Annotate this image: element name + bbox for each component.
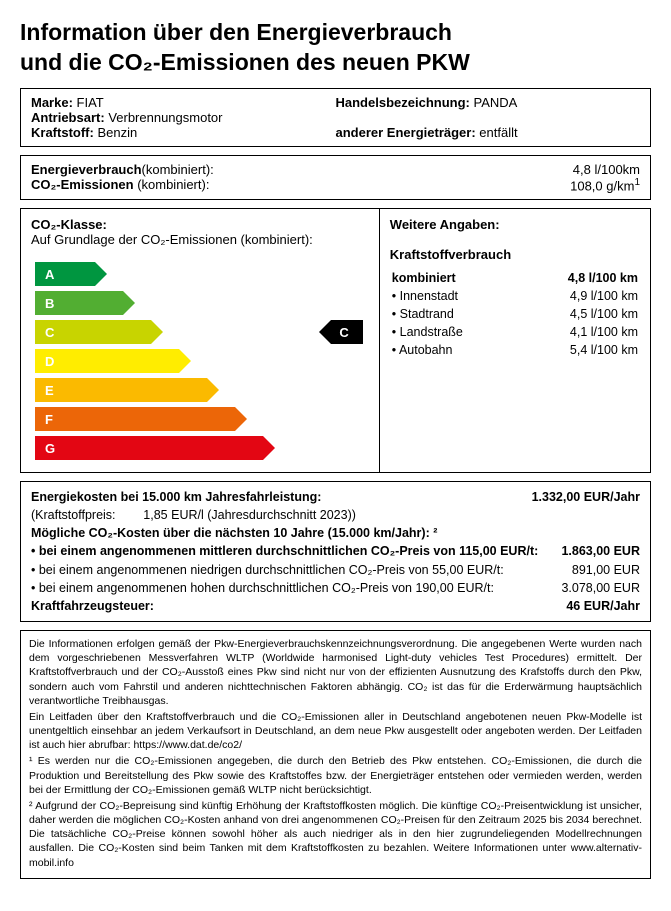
title-line-2: und die CO₂-Emissionen des neuen PKW	[20, 49, 470, 75]
energy-row-e: E	[35, 377, 369, 403]
verbrauch-label: Energieverbrauch	[31, 162, 142, 177]
energy-cost-value: 1.332,00 EUR/Jahr	[532, 488, 640, 506]
co2cost-label: Mögliche CO₂-Kosten über die nächsten 10…	[31, 524, 437, 542]
energy-bar-d: D	[35, 349, 179, 373]
energy-bar-b: B	[35, 291, 123, 315]
energy-row-c: CC	[35, 319, 369, 345]
co2-footnote: 1	[634, 177, 640, 188]
energy-row-b: B	[35, 290, 369, 316]
consumption-label: • Stadtrand	[392, 306, 515, 322]
energy-chart: ABCCDEFG	[35, 261, 369, 461]
anderer-label: anderer Energieträger:	[336, 125, 476, 140]
consumption-row: kombiniert4,8 l/100 km	[392, 270, 638, 286]
handels-value: PANDA	[473, 95, 517, 110]
kraftstoff-value: Benzin	[97, 125, 137, 140]
verbrauch-suffix: (kombiniert):	[142, 162, 214, 177]
fineprint-paragraph: ² Aufgrund der CO₂-Bepreisung sind künft…	[29, 799, 642, 870]
weitere-box: Weitere Angaben: Kraftstoffverbrauch kom…	[380, 208, 651, 473]
energy-row-d: D	[35, 348, 369, 374]
weitere-title: Weitere Angaben:	[390, 217, 640, 232]
low-value: 891,00 EUR	[572, 561, 640, 579]
class-and-details: CO₂-Klasse: Auf Grundlage der CO₂-Emissi…	[20, 208, 651, 473]
co2-suffix: (kombiniert):	[134, 177, 210, 192]
verbrauch-value: 4,8 l/100km	[336, 162, 641, 177]
consumption-value: 5,4 l/100 km	[517, 342, 638, 358]
energy-bar-a: A	[35, 262, 95, 286]
mid-value: 1.863,00 EUR	[561, 542, 640, 560]
marke-value: FIAT	[77, 95, 104, 110]
low-label: • bei einem angenommenen niedrigen durch…	[31, 561, 504, 579]
energy-cost-label: Energiekosten bei 15.000 km Jahresfahrle…	[31, 488, 321, 506]
kraftstoff-label: Kraftstoff:	[31, 125, 94, 140]
consumption-row: • Stadtrand4,5 l/100 km	[392, 306, 638, 322]
consumption-label: • Autobahn	[392, 342, 515, 358]
consumption-row: • Landstraße4,1 l/100 km	[392, 324, 638, 340]
energy-pointer: C	[331, 320, 362, 344]
vehicle-box: Marke: FIAT Handelsbezeichnung: PANDA An…	[20, 88, 651, 147]
consumption-value: 4,5 l/100 km	[517, 306, 638, 322]
high-value: 3.078,00 EUR	[561, 579, 640, 597]
consumption-value: 4,8 l/100 km	[517, 270, 638, 286]
high-label: • bei einem angenommenen hohen durchschn…	[31, 579, 494, 597]
fineprint-paragraph: Ein Leitfaden über den Kraftstoffverbrau…	[29, 710, 642, 753]
consumption-row: • Innenstadt4,9 l/100 km	[392, 288, 638, 304]
tax-label: Kraftfahrzeugsteuer:	[31, 597, 154, 615]
consumption-value: 4,1 l/100 km	[517, 324, 638, 340]
consumption-summary-box: Energieverbrauch(kombiniert): 4,8 l/100k…	[20, 155, 651, 200]
consumption-label: kombiniert	[392, 270, 515, 286]
fineprint-paragraph: ¹ Es werden nur die CO₂-Emissionen angeg…	[29, 754, 642, 797]
costs-box: Energiekosten bei 15.000 km Jahresfahrle…	[20, 481, 651, 622]
tax-value: 46 EUR/Jahr	[566, 597, 640, 615]
mid-label: • bei einem angenommenen mittleren durch…	[31, 542, 538, 560]
energy-row-g: G	[35, 435, 369, 461]
consumption-table: kombiniert4,8 l/100 km• Innenstadt4,9 l/…	[390, 268, 640, 360]
consumption-row: • Autobahn5,4 l/100 km	[392, 342, 638, 358]
handels-label: Handelsbezeichnung:	[336, 95, 470, 110]
co2-label: CO₂-Emissionen	[31, 177, 134, 192]
fuelprice: (Kraftstoffpreis: 1,85 EUR/l (Jahresdurc…	[31, 506, 356, 524]
antrieb-label: Antriebsart:	[31, 110, 105, 125]
consumption-label: • Landstraße	[392, 324, 515, 340]
co2-class-title: CO₂-Klasse:	[31, 217, 369, 232]
co2-class-subtitle: Auf Grundlage der CO₂-Emissionen (kombin…	[31, 232, 369, 247]
page-title: Information über den Energieverbrauch un…	[20, 18, 651, 78]
co2-value: 108,0 g/km	[570, 178, 634, 193]
anderer-value: entfällt	[479, 125, 517, 140]
weitere-subtitle: Kraftstoffverbrauch	[390, 247, 640, 262]
antrieb-value: Verbrennungsmotor	[108, 110, 222, 125]
consumption-value: 4,9 l/100 km	[517, 288, 638, 304]
energy-bar-g: G	[35, 436, 263, 460]
energy-bar-e: E	[35, 378, 207, 402]
fineprint-paragraph: Die Informationen erfolgen gemäß der Pkw…	[29, 637, 642, 708]
energy-bar-f: F	[35, 407, 235, 431]
energy-row-a: A	[35, 261, 369, 287]
co2-class-box: CO₂-Klasse: Auf Grundlage der CO₂-Emissi…	[20, 208, 380, 473]
energy-bar-c: C	[35, 320, 151, 344]
title-line-1: Information über den Energieverbrauch	[20, 19, 452, 45]
energy-row-f: F	[35, 406, 369, 432]
marke-label: Marke:	[31, 95, 73, 110]
fineprint-box: Die Informationen erfolgen gemäß der Pkw…	[20, 630, 651, 879]
consumption-label: • Innenstadt	[392, 288, 515, 304]
